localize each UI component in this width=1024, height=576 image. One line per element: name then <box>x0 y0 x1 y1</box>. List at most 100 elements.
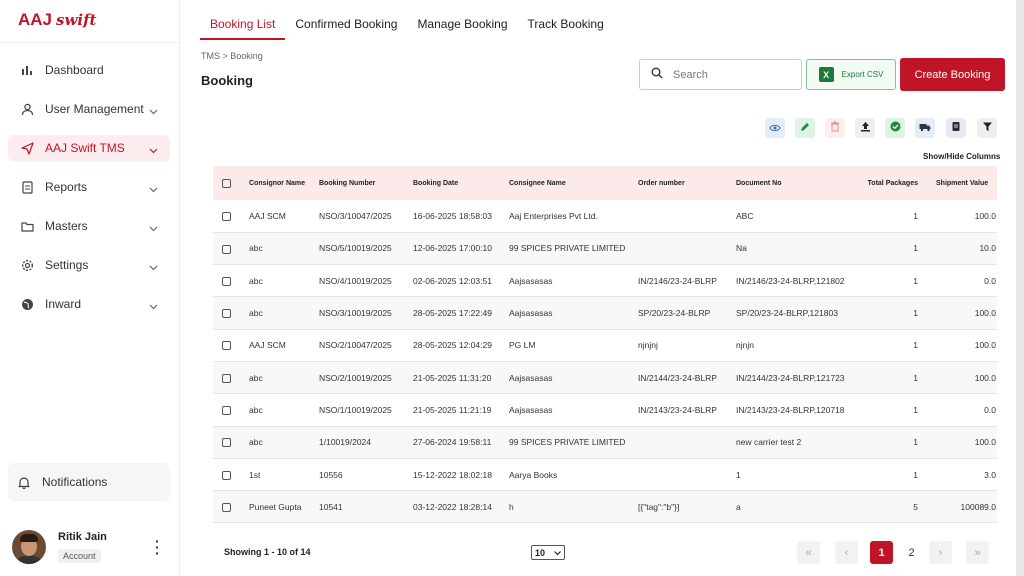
table-row[interactable]: abc NSO/3/10019/2025 28-05-2025 17:22:49 Aa… <box>213 296 997 330</box>
chevron-right-icon: › <box>938 546 943 559</box>
table-row[interactable]: abc 1/10019/2024 27-06-2024 19:58:11 99 SPI… <box>213 426 997 459</box>
table-row[interactable]: abc NSO/5/10019/2025 12-06-2025 17:00:10 99… <box>213 232 997 266</box>
table-cell: AAJ SCM <box>247 329 317 362</box>
table-row[interactable]: abc NSO/2/10019/2025 21-05-2025 11:31:20 Aa… <box>213 361 997 395</box>
page-scrollbar[interactable] <box>1016 0 1024 576</box>
row-checkbox[interactable] <box>213 296 247 330</box>
row-checkbox[interactable] <box>213 232 247 266</box>
table-cell: IN/2143/23-24-BLRP,120718 <box>734 393 854 427</box>
page-button-1[interactable]: 1 <box>870 541 893 564</box>
delete-button[interactable] <box>825 118 845 138</box>
sidebar-item-label: Dashboard <box>45 63 104 77</box>
row-checkbox[interactable] <box>213 361 247 395</box>
show-hide-columns-link[interactable]: Show/Hide Columns <box>923 152 1001 161</box>
column-header[interactable]: Consignee Name <box>507 166 636 200</box>
table-cell: abc <box>247 393 317 427</box>
sidebar-item-aaj-swift-tms[interactable]: AAJ Swift TMS <box>8 135 170 161</box>
next-page-button[interactable]: › <box>929 541 952 564</box>
table-row[interactable]: Puneet Gupta 10541 03-12-2022 18:28:14 h [{"… <box>213 490 997 524</box>
column-header[interactable]: Document No <box>734 166 854 200</box>
sidebar-item-label: User Management <box>45 102 144 116</box>
filter-button[interactable] <box>977 118 997 138</box>
edit-button[interactable] <box>795 118 815 138</box>
table-row[interactable]: AAJ SCM NSO/2/10047/2025 28-05-2025 12:04:… <box>213 329 997 362</box>
search-input[interactable]: Search <box>639 59 802 90</box>
table-cell: a <box>734 490 854 524</box>
upload-icon <box>860 119 871 137</box>
row-checkbox[interactable] <box>213 426 247 459</box>
chevron-down-icon <box>149 299 158 313</box>
row-checkbox[interactable] <box>213 490 247 524</box>
table-cell: 12-06-2025 17:00:10 <box>411 232 507 266</box>
row-checkbox[interactable] <box>213 329 247 362</box>
table-cell: 10556 <box>317 458 411 492</box>
notifications-label: Notifications <box>42 475 108 489</box>
pencil-icon <box>800 119 810 137</box>
chevron-down-icon <box>149 104 158 118</box>
column-header[interactable]: Booking Number <box>317 166 411 200</box>
invoice-button[interactable] <box>946 118 966 138</box>
tab-manage-booking[interactable]: Manage Booking <box>417 17 508 31</box>
row-checkbox[interactable] <box>213 458 247 492</box>
column-header[interactable]: Booking Date <box>411 166 507 200</box>
row-checkbox[interactable] <box>213 200 247 233</box>
column-header[interactable]: Order number <box>636 166 734 200</box>
prev-page-button[interactable]: ‹ <box>835 541 858 564</box>
table-cell: ABC <box>734 200 854 233</box>
trash-icon <box>830 119 840 137</box>
column-header[interactable]: Total Packages <box>854 166 920 200</box>
tab-booking-list[interactable]: Booking List <box>200 14 286 40</box>
more-options-icon[interactable]: · · · <box>155 533 160 561</box>
table-cell: 100.0 <box>920 200 997 233</box>
pagination-summary: Showing 1 - 10 of 14 <box>224 547 311 557</box>
table-row[interactable]: 1st 10556 15-12-2022 18:02:18 Aarya Books 1 1… <box>213 458 997 492</box>
dispatch-button[interactable] <box>915 118 935 138</box>
table-cell: Aarya Books <box>507 458 636 492</box>
sidebar-item-reports[interactable]: Reports <box>8 174 170 200</box>
double-chevron-left-icon: « <box>805 546 812 559</box>
sidebar-item-masters[interactable]: Masters <box>8 213 170 239</box>
tab-confirmed-booking[interactable]: Confirmed Booking <box>295 17 398 31</box>
row-checkbox[interactable] <box>213 264 247 298</box>
table-cell: 0.0 <box>920 393 997 427</box>
select-all-checkbox[interactable] <box>213 166 247 200</box>
page-button-2[interactable]: 2 <box>908 546 915 559</box>
sidebar-item-dashboard[interactable]: Dashboard <box>8 57 170 83</box>
brand-logo[interactable]: AAJ swift <box>18 10 96 30</box>
last-page-button[interactable]: » <box>966 541 989 564</box>
column-header[interactable]: Consignor Name <box>247 166 317 200</box>
table-cell: 21-05-2025 11:21:19 <box>411 393 507 427</box>
export-csv-label: Export CSV <box>841 70 884 79</box>
table-cell: Aajsasasas <box>507 393 636 427</box>
sidebar-item-settings[interactable]: Settings <box>8 252 170 278</box>
export-csv-button[interactable]: X Export CSV <box>806 59 896 90</box>
table-cell: 1 <box>854 232 920 266</box>
table-cell: 15-12-2022 18:02:18 <box>411 458 507 492</box>
table-cell: 03-12-2022 18:28:14 <box>411 490 507 524</box>
user-profile[interactable]: Ritik Jain Account · · · <box>12 530 172 566</box>
row-checkbox[interactable] <box>213 393 247 427</box>
column-header[interactable]: Shipment Value <box>920 166 997 200</box>
chevron-down-icon <box>149 260 158 274</box>
upload-button[interactable] <box>855 118 875 138</box>
create-booking-button[interactable]: Create Booking <box>900 58 1005 91</box>
table-cell: SP/20/23-24-BLRP,121803 <box>734 296 854 330</box>
table-cell: 1 <box>854 361 920 395</box>
table-row[interactable]: abc NSO/1/10019/2025 21-05-2025 11:21:19 Aa… <box>213 393 997 427</box>
table-cell: NSO/2/10019/2025 <box>317 361 411 395</box>
confirm-button[interactable] <box>885 118 905 138</box>
truck-icon <box>919 119 931 137</box>
table-cell: Na <box>734 232 854 266</box>
table-cell: 1 <box>854 393 920 427</box>
view-button[interactable] <box>765 118 785 138</box>
tab-track-booking[interactable]: Track Booking <box>527 17 604 31</box>
first-page-button[interactable]: « <box>797 541 820 564</box>
sidebar-item-user-management[interactable]: User Management <box>8 96 170 122</box>
search-placeholder: Search <box>673 68 708 81</box>
table-row[interactable]: abc NSO/4/10019/2025 02-06-2025 12:03:51 Aa… <box>213 264 997 298</box>
notifications-button[interactable]: Notifications <box>8 463 170 501</box>
table-row[interactable]: AAJ SCM NSO/3/10047/2025 16-06-2025 18:58:… <box>213 200 997 233</box>
sidebar-item-inward[interactable]: Inward <box>8 291 170 317</box>
table-cell: 100.0 <box>920 329 997 362</box>
page-size-select[interactable]: 10 <box>531 545 565 560</box>
